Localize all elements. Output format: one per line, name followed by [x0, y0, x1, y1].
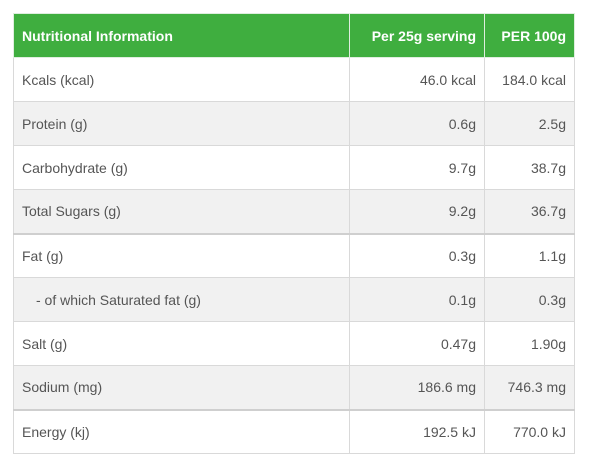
- row-per-100g: 770.0 kJ: [484, 408, 575, 454]
- table-row: Energy (kj) 192.5 kJ 770.0 kJ: [13, 408, 575, 454]
- row-label: - of which Saturated fat (g): [13, 277, 350, 322]
- row-per-serving: 0.3g: [349, 232, 485, 278]
- row-label: Kcals (kcal): [13, 57, 350, 102]
- table-row: Protein (g) 0.6g 2.5g: [13, 101, 575, 146]
- row-label: Salt (g): [13, 321, 350, 366]
- row-per-100g: 746.3 mg: [484, 365, 575, 410]
- header-per-serving: Per 25g serving: [349, 13, 485, 58]
- row-per-100g: 1.90g: [484, 321, 575, 366]
- row-per-serving: 46.0 kcal: [349, 57, 485, 102]
- table-row: - of which Saturated fat (g) 0.1g 0.3g: [13, 277, 575, 322]
- row-label: Fat (g): [13, 232, 350, 278]
- row-per-serving: 9.2g: [349, 189, 485, 234]
- table-row: Kcals (kcal) 46.0 kcal 184.0 kcal: [13, 57, 575, 102]
- row-per-serving: 0.1g: [349, 277, 485, 322]
- table-row: Carbohydrate (g) 9.7g 38.7g: [13, 145, 575, 190]
- row-per-100g: 2.5g: [484, 101, 575, 146]
- row-label: Carbohydrate (g): [13, 145, 350, 190]
- row-per-100g: 38.7g: [484, 145, 575, 190]
- row-per-serving: 9.7g: [349, 145, 485, 190]
- row-per-serving: 192.5 kJ: [349, 408, 485, 454]
- table-row: Salt (g) 0.47g 1.90g: [13, 321, 575, 366]
- row-per-serving: 0.47g: [349, 321, 485, 366]
- header-nutritional-information: Nutritional Information: [13, 13, 350, 58]
- nutrition-table: Nutritional Information Per 25g serving …: [13, 13, 575, 454]
- row-per-100g: 36.7g: [484, 189, 575, 234]
- header-per-100g: PER 100g: [484, 13, 575, 58]
- row-per-serving: 186.6 mg: [349, 365, 485, 410]
- row-label: Protein (g): [13, 101, 350, 146]
- row-label: Sodium (mg): [13, 365, 350, 410]
- header-row: Nutritional Information Per 25g serving …: [13, 13, 575, 58]
- table-row: Total Sugars (g) 9.2g 36.7g: [13, 189, 575, 234]
- table-body: Kcals (kcal) 46.0 kcal 184.0 kcal Protei…: [13, 57, 575, 454]
- row-per-serving: 0.6g: [349, 101, 485, 146]
- row-per-100g: 0.3g: [484, 277, 575, 322]
- row-per-100g: 1.1g: [484, 232, 575, 278]
- row-label: Energy (kj): [13, 408, 350, 454]
- table-row: Sodium (mg) 186.6 mg 746.3 mg: [13, 365, 575, 410]
- table-header: Nutritional Information Per 25g serving …: [13, 13, 575, 58]
- table-row: Fat (g) 0.3g 1.1g: [13, 232, 575, 278]
- row-per-100g: 184.0 kcal: [484, 57, 575, 102]
- row-label: Total Sugars (g): [13, 189, 350, 234]
